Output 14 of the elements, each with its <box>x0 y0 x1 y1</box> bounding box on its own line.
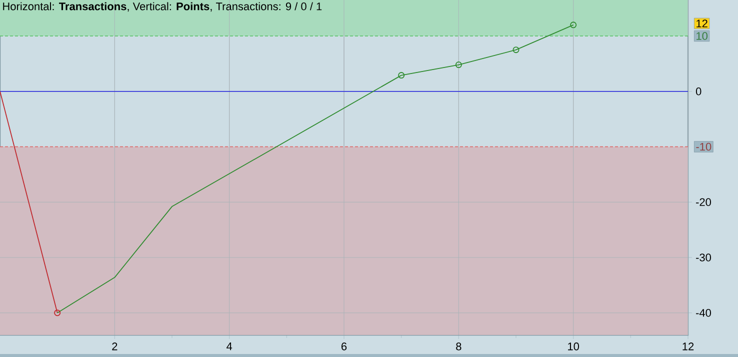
x-tick-label: 2 <box>112 342 118 350</box>
y-tick-label: -40 <box>696 308 711 317</box>
x-tick-label: 10 <box>568 342 580 350</box>
y-tick-label: -30 <box>696 254 711 262</box>
ref-line-label: -10 <box>696 142 712 151</box>
y-tick-label: 0 <box>696 87 702 96</box>
ref-line-label: 10 <box>696 32 708 40</box>
x-tick-label: 4 <box>226 342 232 350</box>
x-tick-label: 12 <box>682 342 694 350</box>
x-tick-label: 8 <box>456 342 462 350</box>
chart-title: Horizontal: Transactions, Vertical: Points, Transactions: 9 / 0 / 1 <box>3 2 322 12</box>
x-tick-label: 6 <box>342 342 347 350</box>
text: 12 <box>696 20 708 28</box>
y-tick-label: -20 <box>696 198 711 206</box>
